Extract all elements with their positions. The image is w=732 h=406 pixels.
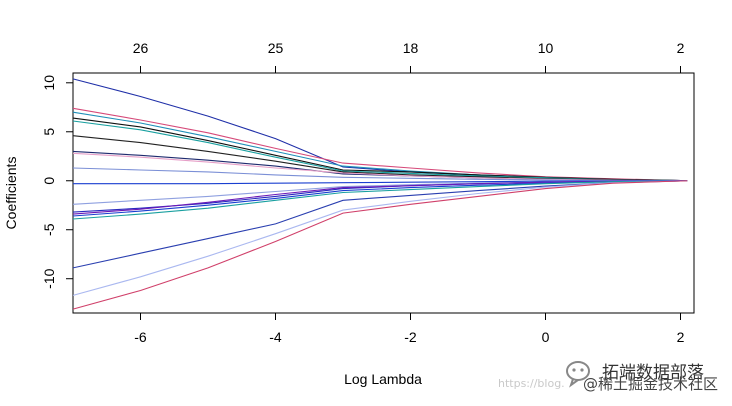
coefficient-line-15 (72, 180, 688, 220)
x-tick-label: -6 (134, 329, 147, 345)
coefficient-line-18 (72, 180, 688, 310)
watermark-community: @稀土掘金技术社区 (583, 375, 719, 393)
bottom-axis: -6 -4 -2 0 2 (134, 313, 685, 345)
top-tick-label: 10 (538, 40, 554, 56)
coefficient-lines (72, 78, 688, 310)
x-tick-label: 0 (542, 329, 550, 345)
x-tick-label: -2 (404, 329, 417, 345)
y-tick-label: 5 (41, 128, 57, 136)
plot-frame (72, 72, 695, 314)
top-tick-label: 26 (133, 40, 149, 56)
x-axis-label: Log Lambda (344, 371, 422, 387)
watermark-url: https://blog. (498, 377, 565, 390)
coefficient-line-16 (72, 180, 688, 269)
y-tick-label: -5 (41, 223, 57, 236)
y-axis-label: Coefficients (3, 157, 19, 230)
y-tick-label: 0 (41, 177, 57, 185)
top-tick-label: 25 (268, 40, 284, 56)
top-axis: 26 25 18 10 2 (133, 40, 685, 73)
watermark-title: 拓端数据部落 (602, 363, 704, 383)
x-tick-label: 2 (677, 329, 685, 345)
y-tick-label: 10 (41, 75, 57, 91)
y-tick-label: -10 (41, 268, 57, 288)
x-tick-label: -4 (269, 329, 282, 345)
top-tick-label: 2 (677, 40, 685, 56)
left-axis: 10 5 0 -5 -10 (41, 75, 73, 289)
top-tick-label: 18 (403, 40, 419, 56)
wechat-logo-icon (566, 361, 590, 388)
coefficient-line-5 (72, 120, 688, 182)
